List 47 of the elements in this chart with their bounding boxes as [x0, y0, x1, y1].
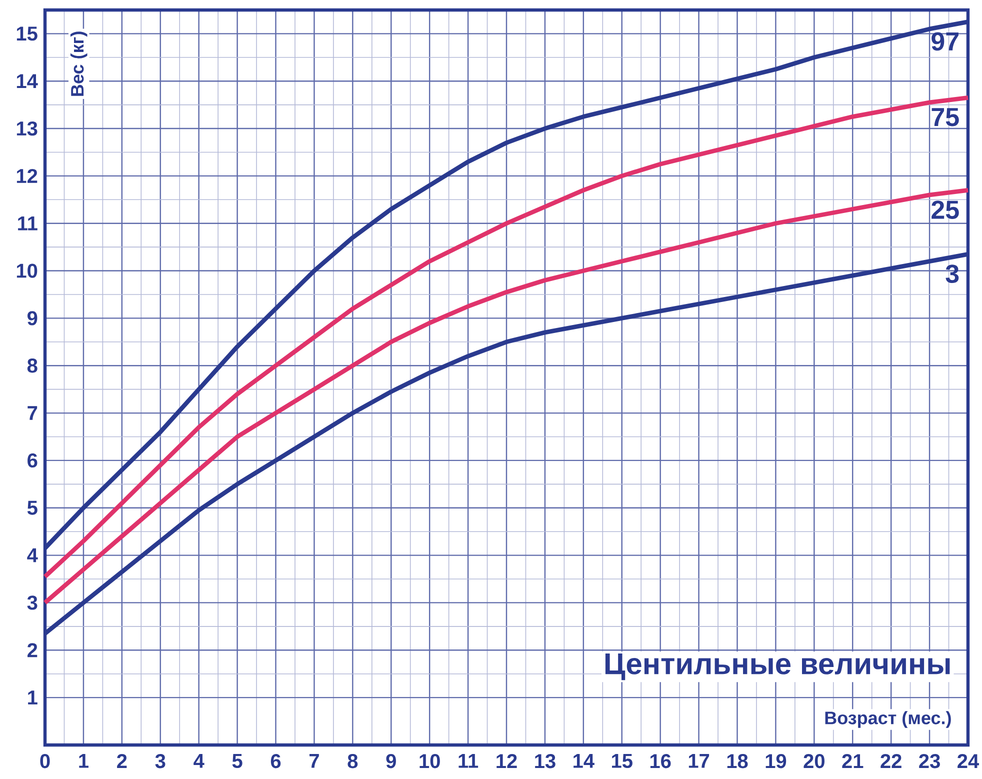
x-tick-label: 20 [804, 754, 824, 768]
series-label: 97 [932, 32, 958, 51]
y-tick-label: 5 [27, 500, 38, 515]
x-tick-label: 5 [232, 754, 242, 768]
x-tick-label: 8 [348, 754, 358, 768]
y-tick-label: 15 [16, 26, 38, 41]
y-tick-label: 9 [28, 311, 38, 326]
x-tick-label: 22 [880, 754, 902, 768]
y-tick-label: 1 [28, 690, 38, 704]
y-tick-label: 12 [16, 168, 38, 183]
annotation: Центильные величины [605, 653, 950, 680]
x-tick-label: 23 [919, 754, 940, 768]
y-tick-label: 8 [27, 358, 38, 373]
line-series [42, 96, 970, 579]
x-axis-title: Возраст (мес.) [825, 711, 951, 728]
x-tick-label: 3 [155, 754, 166, 768]
x-tick-label: 17 [688, 754, 710, 768]
x-tick-label: 16 [650, 754, 671, 768]
x-tick-label: 14 [574, 754, 594, 768]
y-axis-title: Вес (кг) [70, 32, 88, 96]
y-tick-label: 14 [16, 74, 38, 88]
y-tick-label: 10 [16, 264, 38, 278]
x-tick-label: 24 [958, 754, 979, 768]
x-tick-label: 19 [766, 754, 786, 768]
x-tick-label: 10 [420, 754, 440, 768]
y-tick-label: 7 [28, 406, 38, 420]
y-tick-label: 13 [16, 121, 38, 136]
x-tick-label: 7 [309, 754, 319, 768]
x-tick-label: 4 [194, 754, 204, 768]
x-tick-label: 21 [842, 754, 864, 768]
x-tick-label: 6 [270, 754, 281, 768]
y-tick-label: 3 [27, 596, 38, 610]
y-tick-label: 6 [28, 453, 38, 468]
x-tick-label: 1 [79, 754, 88, 768]
x-tick-label: 18 [727, 754, 748, 768]
x-tick-label: 12 [496, 754, 517, 768]
y-tick-label: 11 [18, 216, 38, 230]
x-tick-label: 9 [386, 754, 396, 768]
x-tick-label: 15 [612, 754, 632, 768]
series-label: 25 [932, 200, 959, 219]
y-tick-label: 2 [28, 643, 38, 658]
x-tick-label: 0 [40, 754, 50, 768]
x-tick-label: 13 [535, 754, 556, 768]
x-tick-label: 11 [458, 754, 478, 768]
x-tick-label: 2 [117, 754, 127, 768]
series-label: 75 [932, 108, 959, 126]
y-tick-label: 4 [27, 548, 38, 562]
